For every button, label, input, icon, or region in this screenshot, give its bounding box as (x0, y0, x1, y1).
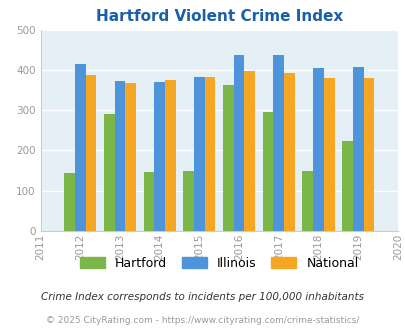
Bar (75, 63, 85, 231)
Bar (143, 172, 154, 231)
Bar (352, 67, 362, 231)
Bar (114, 81, 125, 231)
Bar (244, 71, 254, 231)
Title: Hartford Violent Crime Index: Hartford Violent Crime Index (96, 9, 342, 24)
Bar (284, 73, 294, 231)
Text: © 2025 CityRating.com - https://www.cityrating.com/crime-statistics/: © 2025 CityRating.com - https://www.city… (46, 315, 359, 325)
Bar (302, 171, 312, 231)
Legend: Hartford, Illinois, National: Hartford, Illinois, National (75, 252, 363, 275)
Bar (273, 55, 283, 231)
Bar (341, 141, 352, 231)
Bar (262, 112, 273, 231)
Bar (104, 114, 114, 231)
Bar (165, 80, 175, 231)
Text: Crime Index corresponds to incidents per 100,000 inhabitants: Crime Index corresponds to incidents per… (41, 292, 364, 302)
Bar (64, 173, 75, 231)
Bar (125, 83, 136, 231)
Bar (183, 171, 194, 231)
Bar (362, 79, 373, 231)
Bar (85, 75, 96, 231)
Bar (154, 82, 165, 231)
Bar (312, 68, 323, 231)
Bar (323, 79, 334, 231)
Bar (233, 55, 244, 231)
Bar (204, 77, 215, 231)
Bar (194, 77, 204, 231)
Bar (222, 85, 233, 231)
